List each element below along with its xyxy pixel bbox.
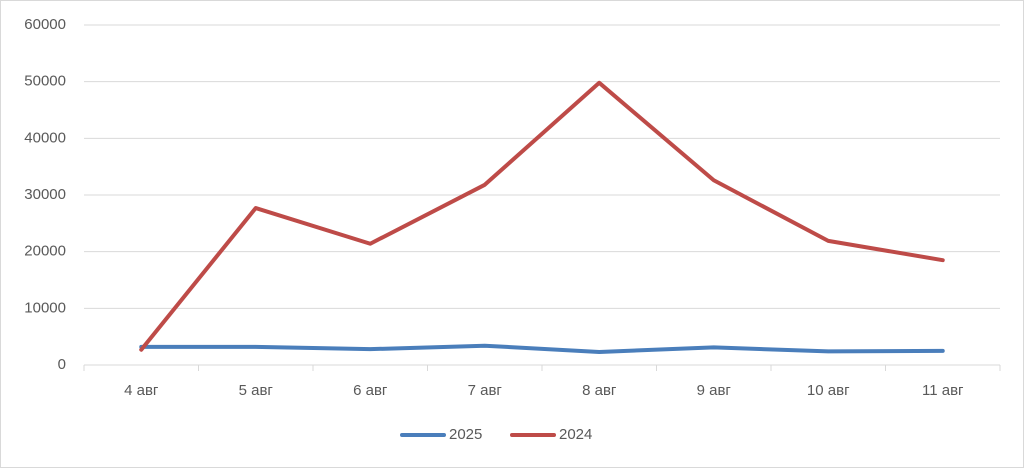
- x-tick-label: 4 авг: [124, 382, 159, 399]
- y-tick-label: 10000: [24, 299, 66, 316]
- y-tick-label: 0: [58, 356, 66, 373]
- y-tick-label: 40000: [24, 129, 66, 146]
- y-tick-label: 50000: [24, 73, 66, 90]
- x-tick-label: 8 авг: [582, 382, 617, 399]
- legend-label: 2024: [559, 426, 592, 443]
- y-tick-label: 20000: [24, 243, 66, 260]
- x-tick-label: 11 авг: [922, 382, 964, 399]
- x-tick-label: 7 авг: [468, 382, 503, 399]
- series-line: [139, 80, 945, 352]
- x-tick-label: 6 авг: [353, 382, 388, 399]
- y-tick-label: 30000: [24, 186, 66, 203]
- x-tick-label: 5 авг: [239, 382, 274, 399]
- x-tick-label: 9 авг: [697, 382, 732, 399]
- legend-label: 2025: [449, 426, 482, 443]
- series-line: [139, 343, 945, 354]
- y-tick-label: 60000: [24, 16, 66, 33]
- x-tick-label: 10 авг: [807, 382, 850, 399]
